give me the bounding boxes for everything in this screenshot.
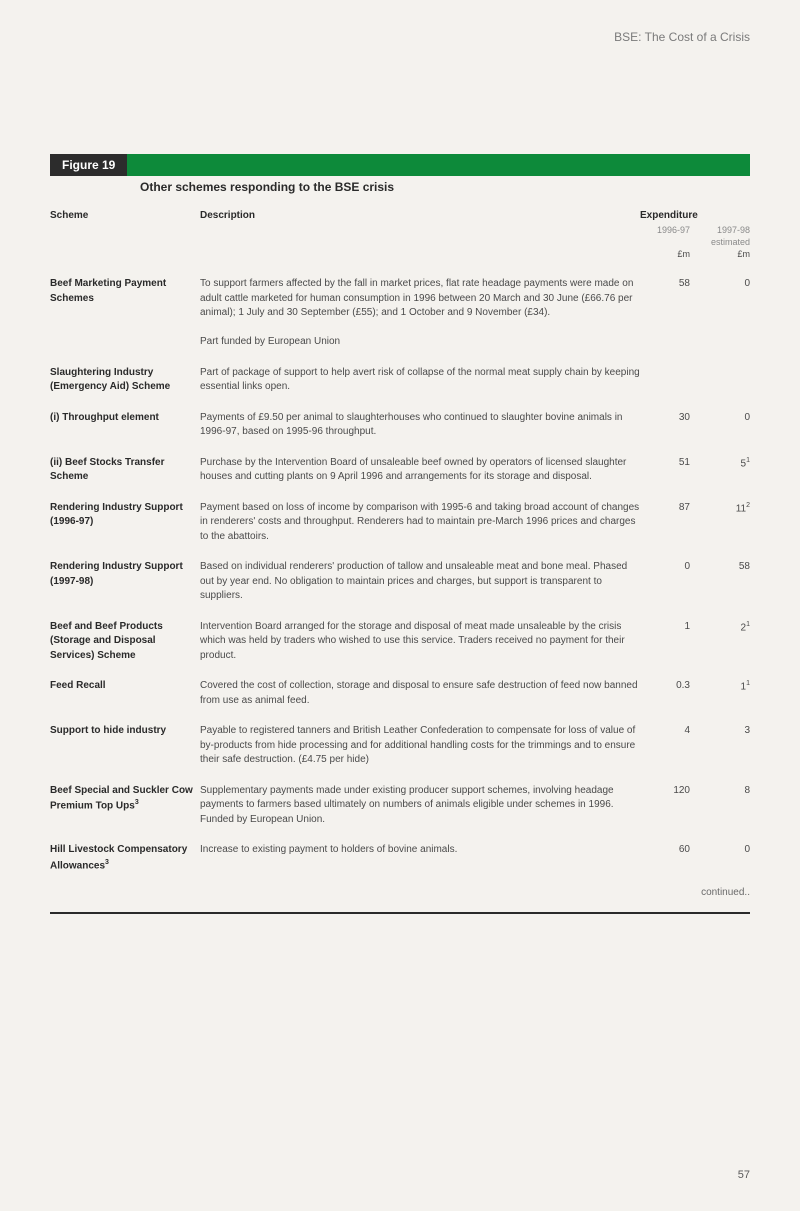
continued-label: continued.. [50, 887, 750, 898]
scheme-description: To support farmers affected by the fall … [200, 269, 640, 358]
scheme-description: Increase to existing payment to holders … [200, 835, 640, 881]
scheme-name: Beef and Beef Products (Storage and Disp… [50, 612, 200, 672]
scheme-description: Based on individual renderers' productio… [200, 552, 640, 612]
scheme-name: (ii) Beef Stocks Transfer Scheme [50, 448, 200, 493]
value-1997-98: 0 [690, 403, 750, 448]
figure-bar: Figure 19 [50, 154, 750, 176]
value-1996-97: 0.3 [640, 671, 690, 716]
table-row: Hill Livestock Compensatory Allowances3I… [50, 835, 750, 881]
scheme-name: Rendering Industry Support (1997-98) [50, 552, 200, 612]
page-number: 57 [738, 1169, 750, 1181]
table-row: Beef Marketing Payment SchemesTo support… [50, 269, 750, 358]
figure-title: Other schemes responding to the BSE cris… [140, 180, 750, 194]
scheme-name: (i) Throughput element [50, 403, 200, 448]
value-1996-97: 0 [640, 552, 690, 612]
table-row: Rendering Industry Support (1997-98)Base… [50, 552, 750, 612]
value-1996-97: 87 [640, 493, 690, 553]
value-1997-98: 112 [690, 493, 750, 553]
th-year-1: 1996-97 [640, 225, 690, 237]
table-row: Beef Special and Suckler Cow Premium Top… [50, 776, 750, 836]
value-1996-97: 120 [640, 776, 690, 836]
table-row: Beef and Beef Products (Storage and Disp… [50, 612, 750, 672]
figure-green-bar [127, 154, 750, 176]
scheme-name: Beef Marketing Payment Schemes [50, 269, 200, 358]
value-1997-98: 21 [690, 612, 750, 672]
th-scheme: Scheme [50, 206, 200, 225]
scheme-name: Support to hide industry [50, 716, 200, 776]
table-row: Support to hide industryPayable to regis… [50, 716, 750, 776]
table-row: Slaughtering Industry (Emergency Aid) Sc… [50, 358, 750, 403]
table-row: Feed RecallCovered the cost of collectio… [50, 671, 750, 716]
scheme-description: Covered the cost of collection, storage … [200, 671, 640, 716]
value-1997-98: 3 [690, 716, 750, 776]
bottom-rule [50, 912, 750, 914]
scheme-description: Payable to registered tanners and Britis… [200, 716, 640, 776]
value-1997-98: 11 [690, 671, 750, 716]
th-year-2-sub: estimated [690, 237, 750, 249]
scheme-name: Rendering Industry Support (1996-97) [50, 493, 200, 553]
th-year-2: 1997-98 [690, 225, 750, 237]
scheme-description: Purchase by the Intervention Board of un… [200, 448, 640, 493]
value-1997-98: 51 [690, 448, 750, 493]
scheme-description: Payment based on loss of income by compa… [200, 493, 640, 553]
scheme-description: Intervention Board arranged for the stor… [200, 612, 640, 672]
running-head: BSE: The Cost of a Crisis [50, 30, 750, 44]
table-row: (ii) Beef Stocks Transfer SchemePurchase… [50, 448, 750, 493]
value-1997-98 [690, 358, 750, 403]
value-1996-97: 30 [640, 403, 690, 448]
scheme-description: Part of package of support to help avert… [200, 358, 640, 403]
table-row: (i) Throughput elementPayments of £9.50 … [50, 403, 750, 448]
scheme-name: Slaughtering Industry (Emergency Aid) Sc… [50, 358, 200, 403]
unit-2: £m [690, 249, 750, 269]
value-1997-98: 0 [690, 835, 750, 881]
unit-1: £m [640, 249, 690, 269]
schemes-table: Scheme Description Expenditure 1996-97 1… [50, 206, 750, 881]
th-expenditure: Expenditure [640, 206, 750, 225]
scheme-description: Payments of £9.50 per animal to slaughte… [200, 403, 640, 448]
scheme-name: Feed Recall [50, 671, 200, 716]
scheme-name: Hill Livestock Compensatory Allowances3 [50, 835, 200, 881]
th-description: Description [200, 206, 640, 225]
table-row: Rendering Industry Support (1996-97)Paym… [50, 493, 750, 553]
value-1996-97 [640, 358, 690, 403]
scheme-name: Beef Special and Suckler Cow Premium Top… [50, 776, 200, 836]
value-1996-97: 4 [640, 716, 690, 776]
value-1996-97: 51 [640, 448, 690, 493]
value-1996-97: 1 [640, 612, 690, 672]
value-1996-97: 60 [640, 835, 690, 881]
value-1997-98: 0 [690, 269, 750, 358]
value-1997-98: 58 [690, 552, 750, 612]
value-1997-98: 8 [690, 776, 750, 836]
scheme-description: Supplementary payments made under existi… [200, 776, 640, 836]
value-1996-97: 58 [640, 269, 690, 358]
figure-label: Figure 19 [50, 154, 127, 176]
